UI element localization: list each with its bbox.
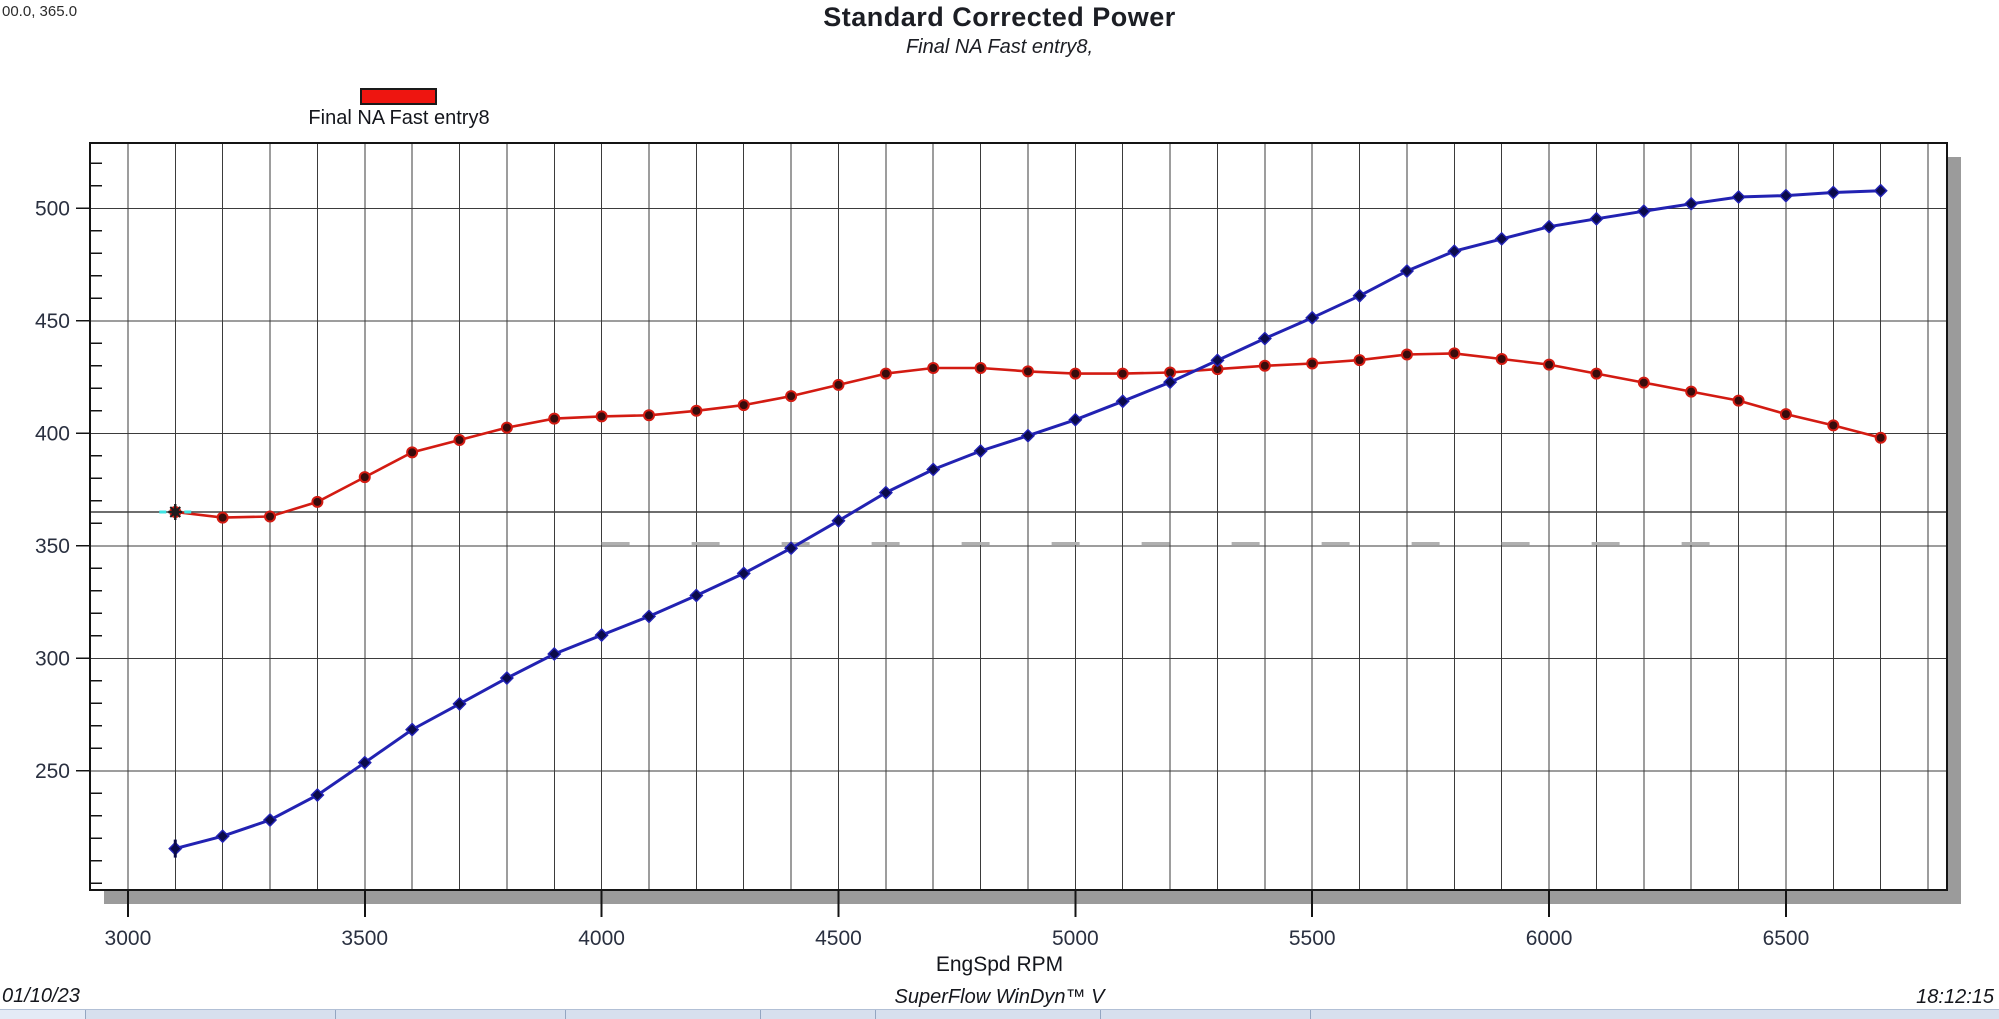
svg-text:6500: 6500 — [1763, 927, 1810, 950]
chart-title: Standard Corrected Power — [823, 2, 1176, 32]
bottom-window-edge — [0, 1009, 1999, 1019]
footer-time: 18:12:15 — [1916, 986, 1994, 1008]
cursor-marker — [159, 504, 192, 520]
svg-text:4500: 4500 — [815, 927, 862, 950]
chart-subtitle: Final NA Fast entry8, — [905, 36, 1094, 58]
svg-text:5500: 5500 — [1289, 927, 1336, 950]
footer-app-name: SuperFlow WinDyn™ V — [894, 986, 1105, 1008]
bottom-window-cell — [0, 1010, 85, 1019]
footer-date: 01/10/23 — [2, 985, 80, 1007]
svg-text:6000: 6000 — [1526, 927, 1573, 950]
data-markers — [168, 183, 1888, 856]
svg-text:300: 300 — [35, 647, 70, 670]
svg-text:350: 350 — [35, 535, 70, 558]
svg-text:500: 500 — [35, 197, 70, 220]
svg-text:3000: 3000 — [105, 927, 152, 950]
legend-label: Final NA Fast entry8 — [308, 107, 490, 129]
plot-border — [89, 142, 1948, 891]
svg-text:400: 400 — [35, 422, 70, 445]
svg-text:450: 450 — [35, 310, 70, 333]
axis-ticks — [76, 162, 1787, 917]
legend-swatch — [360, 88, 437, 105]
x-axis-title: EngSpd RPM — [935, 953, 1064, 976]
tick-labels: 250 300 350 400 450 500 3000 3500 4000 4500 5000 55… — [35, 197, 1809, 950]
svg-text:3500: 3500 — [341, 927, 388, 950]
plot-background — [90, 143, 1947, 890]
svg-text:4000: 4000 — [578, 927, 625, 950]
cursor-readout: 00.0, 365.0 — [2, 3, 78, 20]
svg-text:250: 250 — [35, 760, 70, 783]
svg-text:5000: 5000 — [1052, 927, 1099, 950]
